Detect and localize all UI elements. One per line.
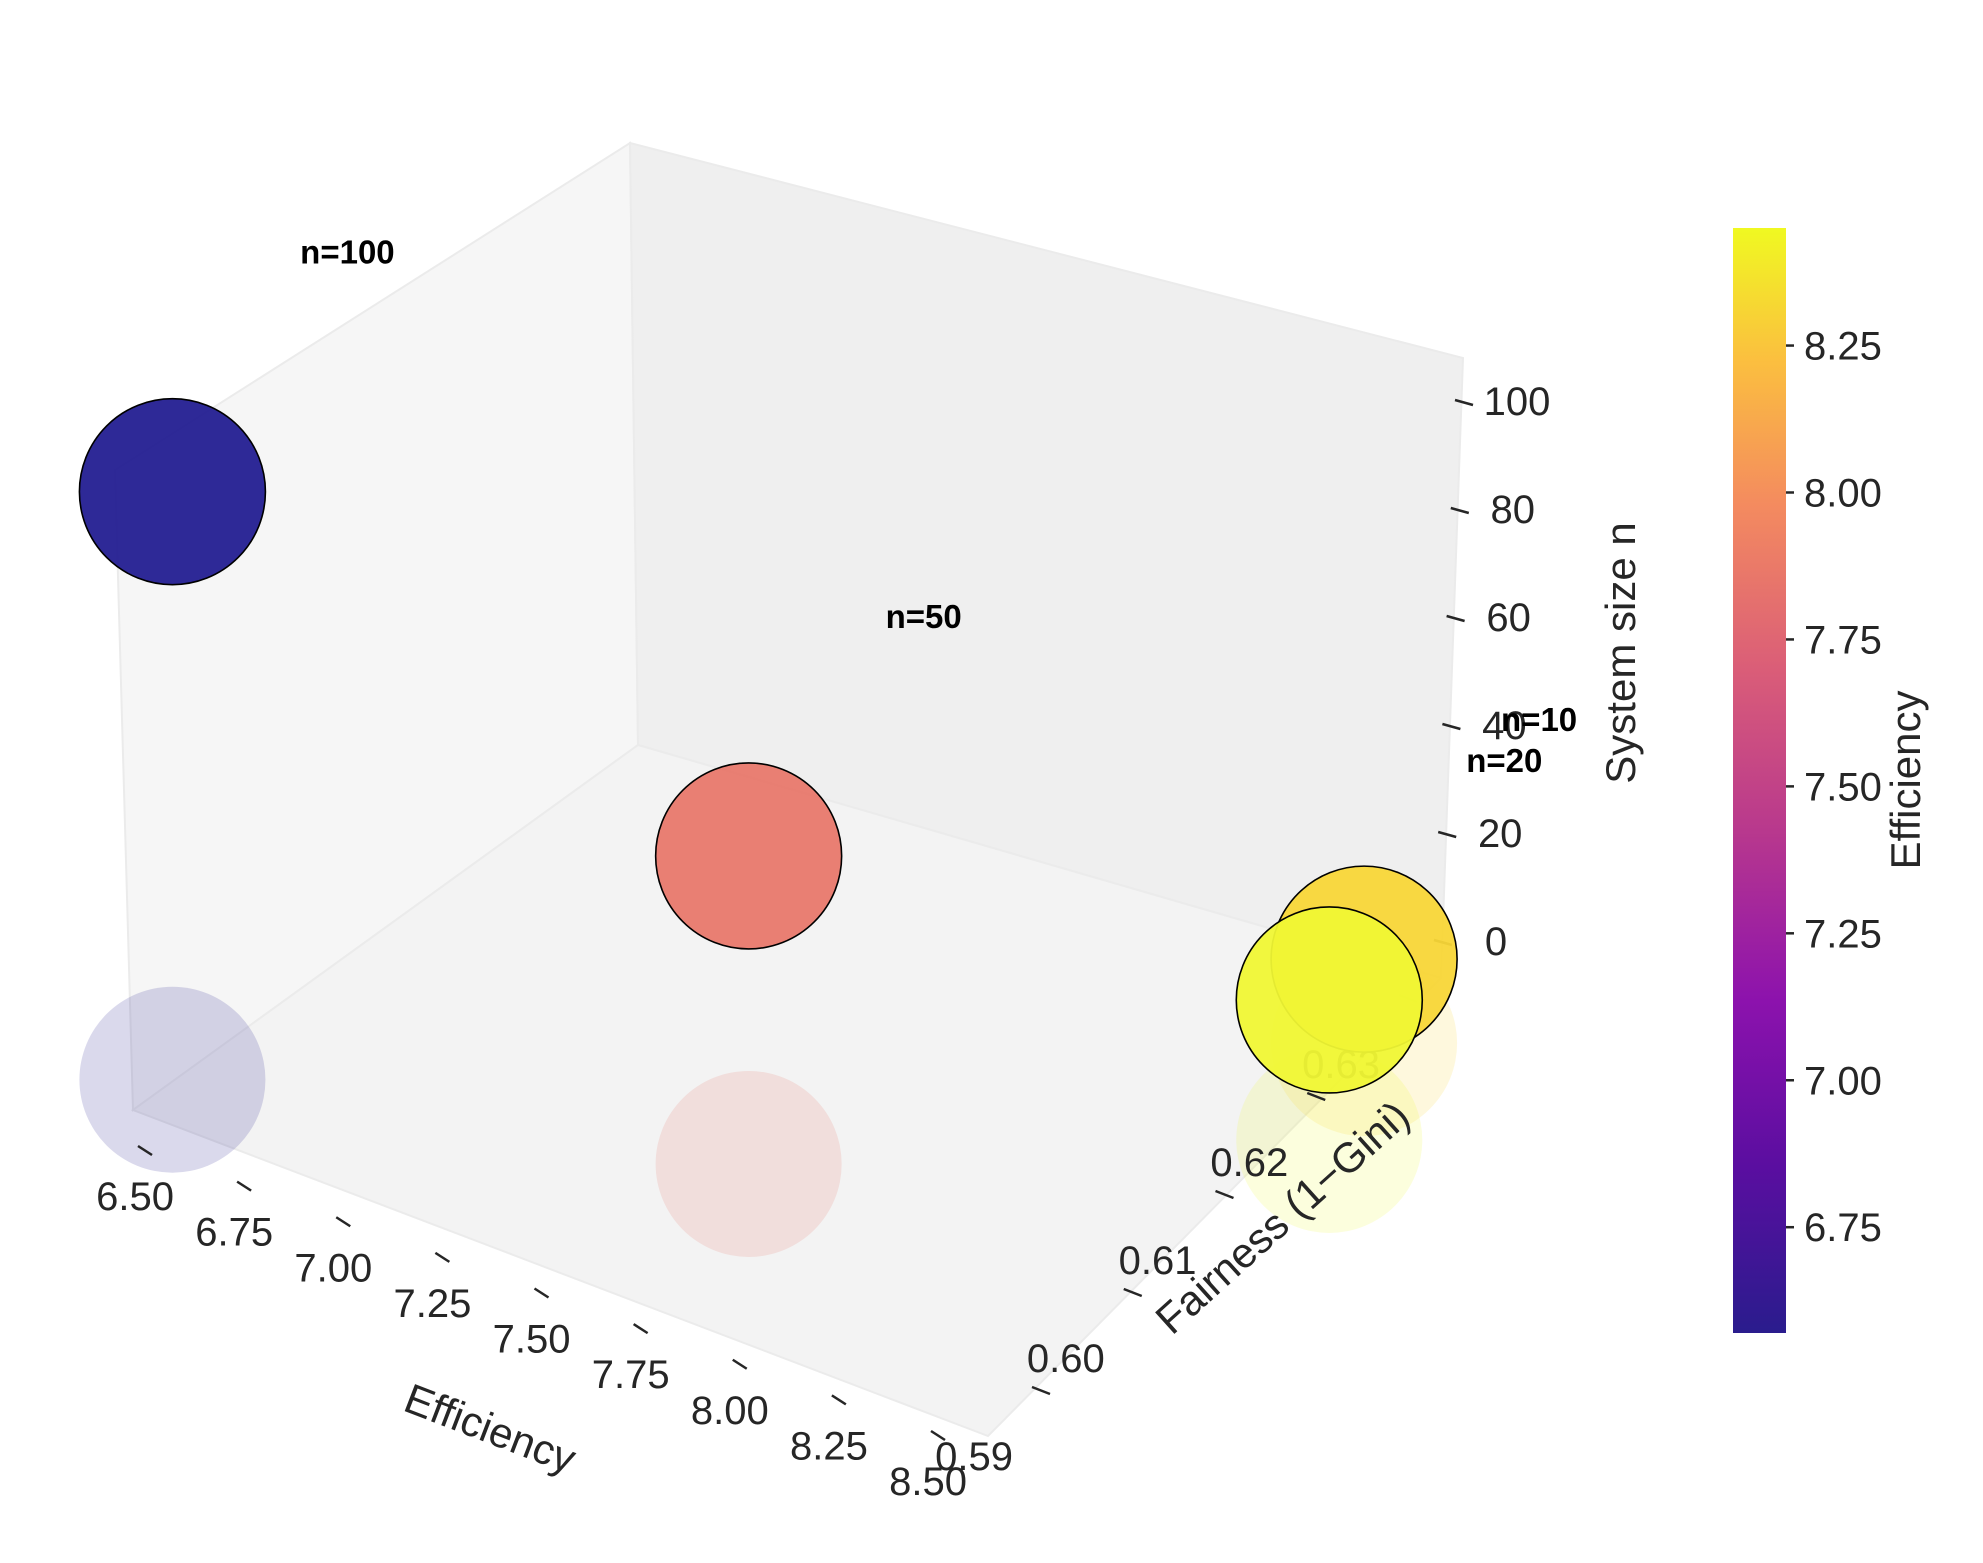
point-annotations: n=10 n=20 n=50 n=100 xyxy=(300,234,1577,779)
z-tick-label: 40 xyxy=(1482,704,1527,748)
point-annotation: n=50 xyxy=(886,598,962,635)
y-tick-mark xyxy=(1031,1385,1051,1396)
x-tick-label: 8.50 xyxy=(889,1460,967,1504)
colorbar-tick-label: 7.75 xyxy=(1804,618,1882,662)
z-tick-mark xyxy=(1437,830,1457,839)
x-tick-label: 7.00 xyxy=(294,1246,372,1290)
y-tick-mark xyxy=(1123,1287,1143,1298)
colorbar-tick-label: 8.00 xyxy=(1804,471,1882,515)
projection-shadows xyxy=(79,950,1458,1257)
x-tick-mark xyxy=(335,1216,351,1228)
z-tick-label: 100 xyxy=(1484,380,1551,424)
x-tick-mark xyxy=(434,1251,451,1263)
y-tick-label: 0.62 xyxy=(1210,1141,1288,1185)
point-shadow xyxy=(655,1070,842,1257)
point-shadow xyxy=(79,986,266,1173)
data-points xyxy=(78,397,1458,1094)
x-tick-label: 7.25 xyxy=(394,1282,472,1326)
colorbar-tick-label: 8.25 xyxy=(1804,325,1882,369)
x-tick-mark xyxy=(632,1323,649,1335)
z-tick-mark xyxy=(1442,722,1461,731)
z-tick-mark xyxy=(1454,398,1474,407)
x-tick-mark xyxy=(732,1358,748,1370)
colorbar-tick-label: 7.25 xyxy=(1804,912,1882,956)
z-tick-mark xyxy=(1446,614,1465,623)
colorbar-tick-label: 7.00 xyxy=(1804,1059,1882,1103)
x-tick-mark xyxy=(831,1394,847,1406)
point-annotation: n=20 xyxy=(1466,742,1542,779)
x-tick-label: 7.75 xyxy=(592,1353,670,1397)
colorbar-gradient xyxy=(1733,228,1786,1333)
y-tick-mark xyxy=(1306,1091,1326,1102)
colorbar-ticks: 6.75 7.00 7.25 7.50 7.75 8.00 8.25 xyxy=(1786,325,1882,1250)
z-tick-mark xyxy=(1450,506,1470,515)
x-tick-label: 7.50 xyxy=(493,1318,571,1362)
colorbar: 6.75 7.00 7.25 7.50 7.75 8.00 8.25 Efficiency xyxy=(1733,228,1929,1333)
data-point xyxy=(78,397,267,586)
y-tick-mark xyxy=(1215,1189,1234,1200)
z-tick-label: 20 xyxy=(1478,812,1523,856)
z-tick-label: 80 xyxy=(1491,488,1536,532)
x-tick-label: 8.25 xyxy=(790,1424,868,1468)
colorbar-label: Efficiency xyxy=(1882,691,1929,870)
x-axis-label: Efficiency xyxy=(398,1374,582,1482)
point-annotation: n=100 xyxy=(300,234,395,271)
z-tick-label: 60 xyxy=(1486,596,1531,640)
z-tick-label: 0 xyxy=(1485,920,1507,964)
point-annotation: n=10 xyxy=(1501,701,1577,738)
x-tick-mark xyxy=(236,1180,252,1192)
y-tick-label: 0.61 xyxy=(1119,1239,1197,1283)
x-tick-label: 6.50 xyxy=(96,1175,174,1219)
x-tick-mark xyxy=(533,1287,550,1299)
data-point xyxy=(654,762,843,950)
axes-panes xyxy=(113,141,1465,1438)
floor-pane xyxy=(130,743,1443,1438)
x-tick-label: 6.75 xyxy=(195,1211,273,1255)
colorbar-tick-label: 7.50 xyxy=(1804,765,1882,809)
x-tick-label: 8.00 xyxy=(691,1389,769,1433)
z-axis-label: System size n xyxy=(1597,522,1644,783)
x-tick-mark xyxy=(930,1429,946,1442)
axis-ticks: 6.50 6.75 7.00 7.25 7.50 7.75 8.00 8.25 8.500.59… xyxy=(96,380,1550,1504)
point-shadow xyxy=(1236,1046,1423,1233)
colorbar-tick-label: 6.75 xyxy=(1804,1206,1882,1250)
x-tick-mark xyxy=(137,1144,153,1157)
y-tick-label: 0.59 xyxy=(935,1435,1013,1479)
data-point xyxy=(1235,906,1424,1094)
y-tick-label: 0.60 xyxy=(1027,1337,1105,1381)
